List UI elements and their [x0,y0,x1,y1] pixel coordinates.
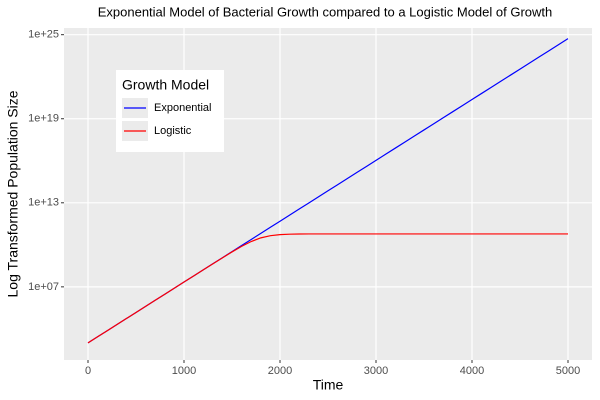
legend-label: Logistic [154,125,192,137]
x-tick-label: 1000 [172,365,196,377]
x-tick-label: 3000 [364,365,388,377]
y-tick-label: 1e+19 [28,113,59,125]
series-line [87,233,568,344]
lines [87,38,569,344]
x-axis-label: Time [313,377,344,393]
y-tick-label: 1e+07 [28,281,59,293]
legend-title: Growth Model [122,77,209,93]
legend: Growth Model Exponential Logistic [116,70,224,152]
y-tick-label: 1e+13 [28,197,59,209]
y-tick-label: 1e+25 [28,29,59,41]
x-tick-label: 4000 [460,365,484,377]
legend-label: Exponential [154,102,212,114]
x-tick-label: 0 [85,365,91,377]
x-tick-label: 5000 [556,365,580,377]
chart-title: Exponential Model of Bacterial Growth co… [98,4,553,19]
x-tick-label: 2000 [268,365,292,377]
y-axis-label: Log Transformed Population Size [5,90,21,297]
